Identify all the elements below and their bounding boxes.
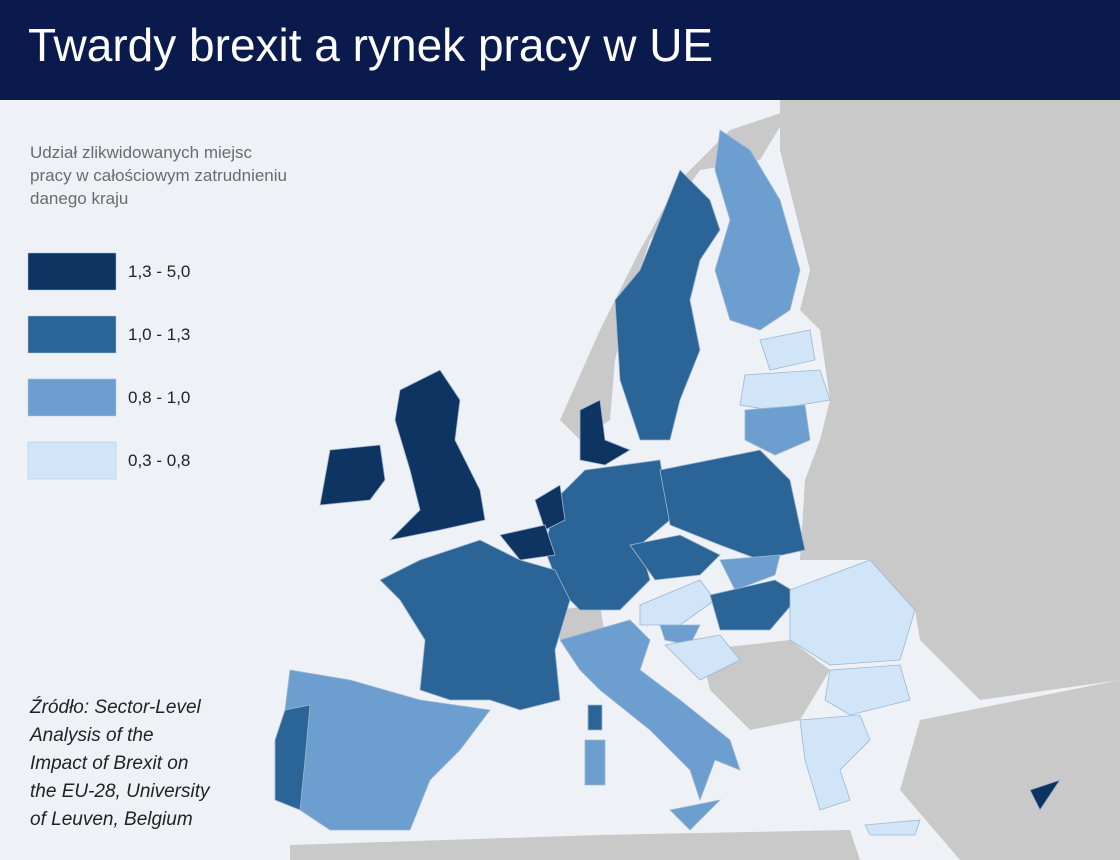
country: [587, 704, 603, 731]
legend-label: 0,3 - 0,8: [128, 451, 190, 470]
legend-swatch: [27, 252, 117, 291]
country: [739, 369, 831, 411]
country: [274, 704, 311, 811]
legend-swatch: [27, 378, 117, 417]
country: [629, 534, 721, 581]
legend-label: 1,0 - 1,3: [128, 325, 190, 344]
country: [614, 169, 721, 441]
header: Twardy brexit a rynek pracy w UE: [0, 0, 1120, 100]
source-line: Źródło: Sector-Level: [29, 697, 202, 718]
country: [579, 399, 631, 466]
country: [719, 554, 781, 591]
country: [864, 819, 921, 836]
legend-title: danego kraju: [30, 189, 128, 208]
non-eu-land: [290, 100, 1120, 860]
source-line: Analysis of the: [29, 725, 154, 746]
country: [499, 524, 556, 561]
country: [659, 449, 806, 561]
legend-swatch: [27, 441, 117, 480]
source: Źródło: Sector-Level Analysis of the Impac…: [29, 697, 211, 830]
legend: Udział zlikwidowanych miejsc pracy w cało…: [27, 143, 287, 480]
legend-label: 0,8 - 1,0: [128, 388, 190, 407]
country: [534, 484, 566, 531]
country: [388, 369, 486, 541]
country: [664, 634, 741, 681]
legend-title: Udział zlikwidowanych miejsc: [30, 143, 253, 162]
country: [799, 714, 871, 811]
eu-countries: [274, 129, 1061, 836]
country: [639, 579, 716, 626]
country: [709, 579, 801, 631]
country: [1029, 779, 1061, 811]
country: [559, 619, 741, 802]
title: Twardy brexit a rynek pracy w UE: [28, 19, 714, 71]
country: [759, 329, 816, 371]
legend-swatch: [27, 315, 117, 354]
legend-label: 1,3 - 5,0: [128, 262, 190, 281]
country: [714, 129, 801, 331]
source-line: of Leuven, Belgium: [30, 809, 193, 830]
legend-title: pracy w całościowym zatrudnieniu: [30, 166, 287, 185]
country: [669, 799, 722, 831]
country: [319, 444, 386, 506]
country: [789, 559, 916, 666]
country: [379, 539, 571, 711]
country: [584, 739, 606, 786]
source-line: Impact of Brexit on: [30, 753, 188, 774]
country: [824, 664, 911, 716]
country: [744, 404, 811, 456]
source-line: the EU-28, University: [30, 781, 211, 802]
